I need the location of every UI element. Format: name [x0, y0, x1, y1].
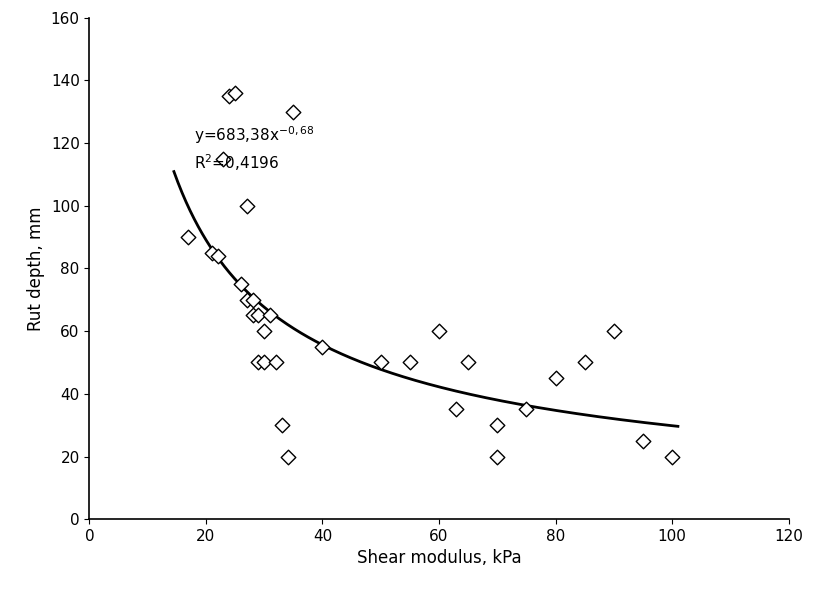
- Point: [433, 326, 446, 336]
- Point: [578, 358, 591, 367]
- Point: [241, 201, 254, 211]
- Point: [211, 251, 224, 261]
- Point: [607, 326, 620, 336]
- Point: [491, 421, 504, 430]
- X-axis label: Shear modulus, kPa: Shear modulus, kPa: [357, 549, 521, 568]
- Text: R$^{2}$=0,4196: R$^{2}$=0,4196: [194, 152, 280, 173]
- Point: [637, 436, 650, 445]
- Point: [403, 358, 416, 367]
- Point: [666, 452, 679, 461]
- Point: [269, 358, 282, 367]
- Point: [258, 358, 271, 367]
- Point: [491, 452, 504, 461]
- Point: [241, 295, 254, 304]
- Point: [450, 405, 463, 414]
- Point: [263, 311, 276, 320]
- Point: [246, 311, 259, 320]
- Point: [258, 326, 271, 336]
- Point: [252, 311, 265, 320]
- Point: [217, 154, 230, 163]
- Point: [205, 248, 218, 257]
- Point: [281, 452, 294, 461]
- Point: [275, 421, 289, 430]
- Text: y=683,38x$^{-0,68}$: y=683,38x$^{-0,68}$: [194, 124, 315, 146]
- Point: [316, 342, 329, 352]
- Y-axis label: Rut depth, mm: Rut depth, mm: [27, 206, 46, 331]
- Point: [374, 358, 387, 367]
- Point: [252, 358, 265, 367]
- Point: [228, 88, 241, 98]
- Point: [462, 358, 475, 367]
- Point: [182, 232, 195, 242]
- Point: [246, 295, 259, 304]
- Point: [287, 107, 300, 116]
- Point: [223, 91, 236, 101]
- Point: [520, 405, 533, 414]
- Point: [549, 373, 562, 383]
- Point: [234, 280, 247, 289]
